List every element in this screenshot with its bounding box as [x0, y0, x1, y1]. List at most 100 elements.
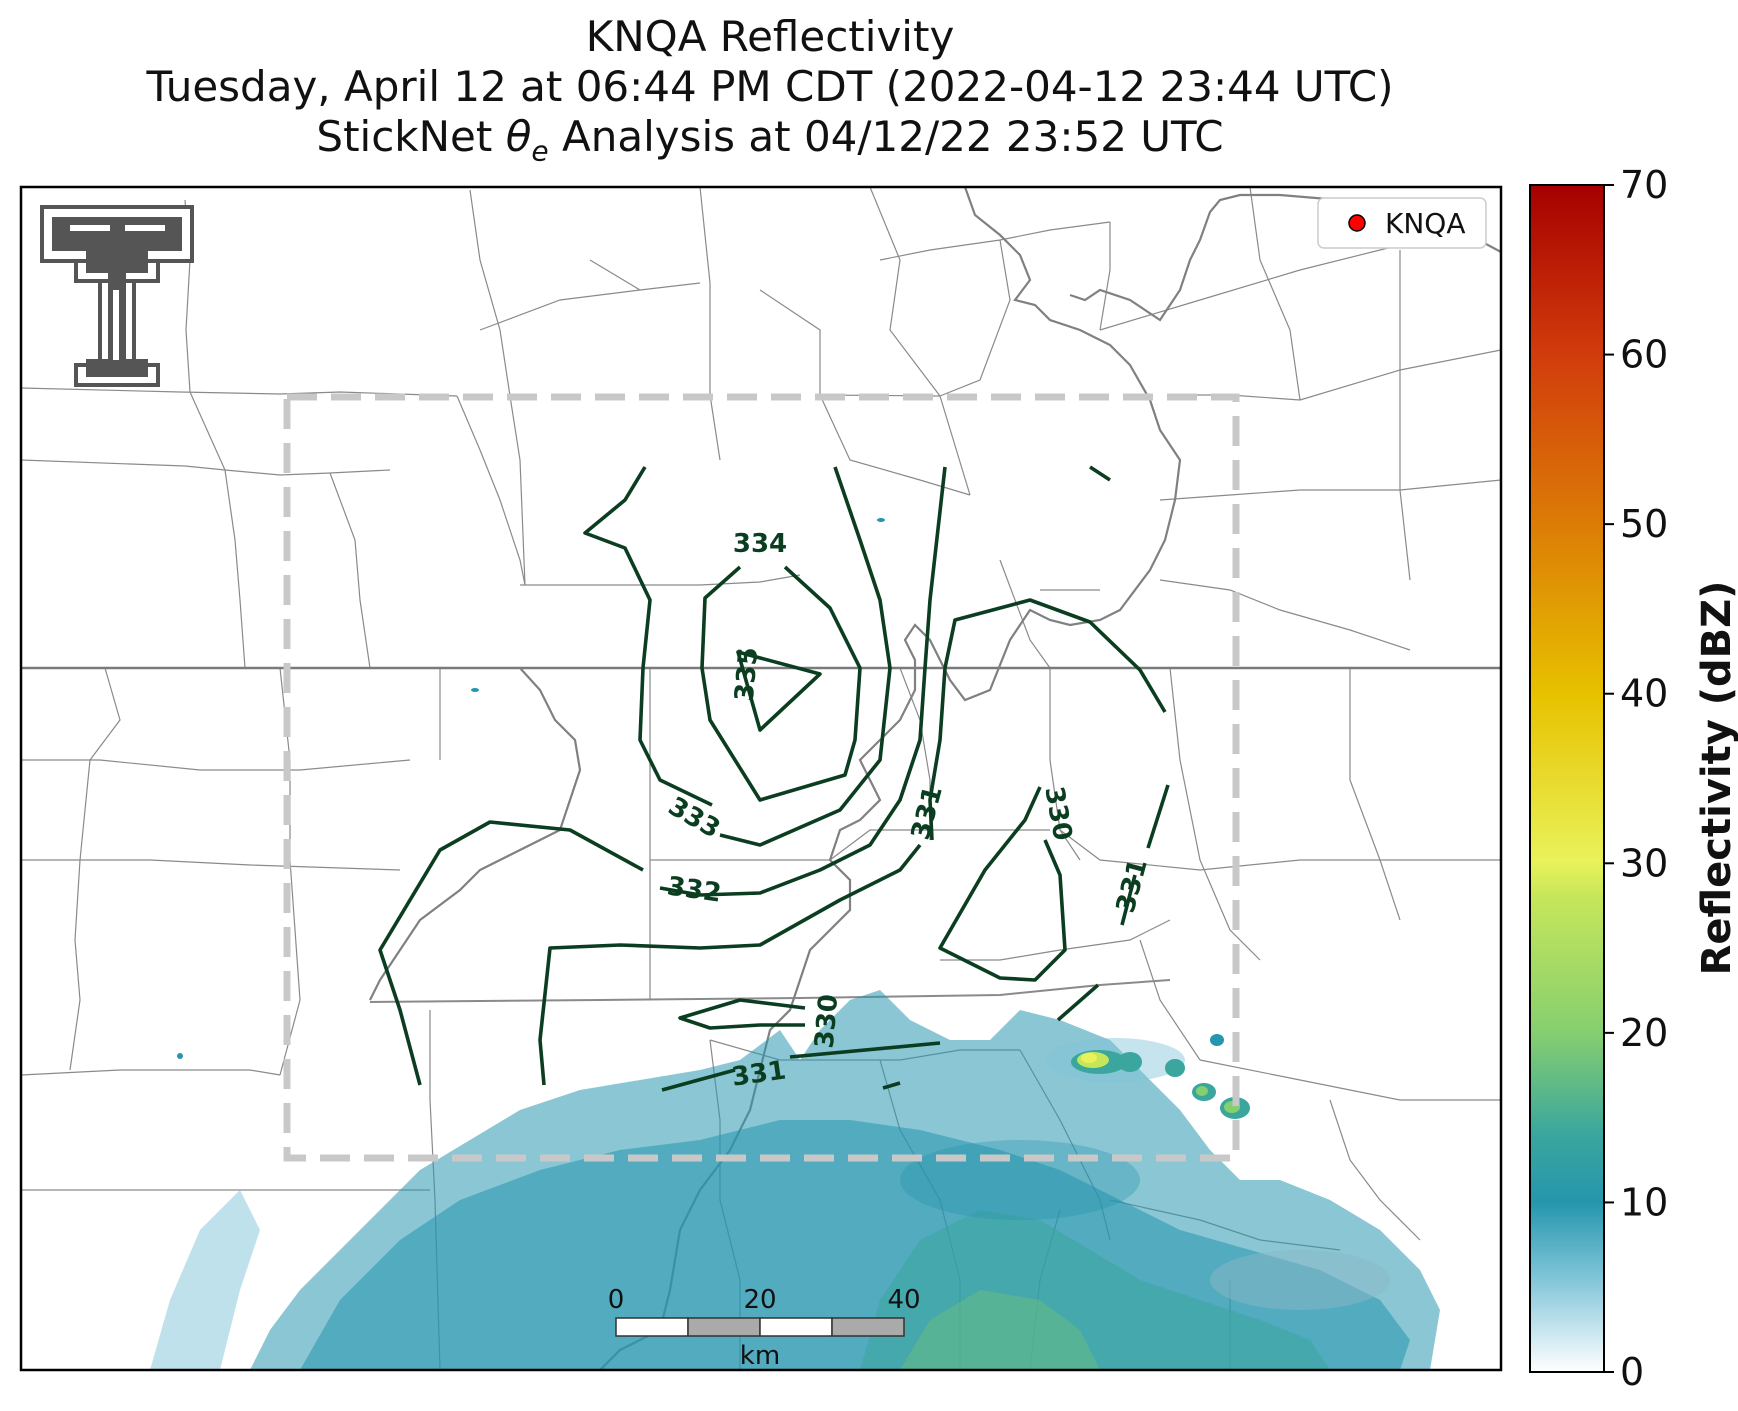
- county-line: [520, 574, 801, 586]
- echo-cell: [177, 1053, 183, 1059]
- colorbar-label: Reflectivity (dBZ): [1694, 581, 1738, 976]
- logo-highlight: [125, 225, 165, 231]
- county-line: [589, 259, 641, 291]
- logo-inner-step: [86, 251, 148, 273]
- county-line: [21, 1069, 281, 1076]
- county-line: [939, 395, 971, 496]
- contour-331-east-b: [1146, 784, 1170, 849]
- legend-box: [1317, 197, 1487, 249]
- title-line-3: StickNet θe Analysis at 04/12/22 23:52 U…: [0, 112, 1540, 176]
- county-line: [699, 187, 721, 461]
- county-line: [1099, 222, 1111, 331]
- contour-label: 334: [733, 529, 787, 559]
- contour-334-top: [700, 565, 862, 802]
- county-line: [940, 919, 1171, 961]
- state-border-south: [369, 979, 1171, 1003]
- colorbar-tick-label: 20: [1620, 1011, 1668, 1055]
- echo-cell: [900, 1140, 1140, 1220]
- county-line: [1249, 187, 1301, 401]
- echo-cell: [1118, 1052, 1142, 1072]
- scale-segment: [615, 1317, 689, 1337]
- contour-330-small: [678, 998, 806, 1030]
- contour-331-south-b: [789, 1041, 941, 1059]
- scale-segment: [831, 1317, 905, 1337]
- contour-330-loop: [938, 786, 1067, 982]
- scale-segment: [759, 1317, 833, 1337]
- county-line: [1349, 668, 1401, 921]
- contour-334-left: [583, 466, 713, 807]
- echo-cell: [1081, 1053, 1097, 1063]
- county-line: [1399, 250, 1411, 581]
- colorbar-tick-label: 40: [1620, 672, 1668, 716]
- contour-335: [736, 650, 822, 732]
- county-line: [1139, 939, 1201, 1061]
- logo-highlight: [70, 225, 110, 231]
- logo-inner-bar: [52, 217, 182, 251]
- map-frame: [19, 185, 1503, 1372]
- colorbar-tick-label: 30: [1620, 841, 1668, 885]
- echo-region: [900, 1290, 1100, 1370]
- county-line: [1159, 479, 1501, 501]
- colorbar-tick-label: 60: [1620, 333, 1668, 377]
- county-line: [1169, 667, 1261, 961]
- contour-label: 335: [730, 646, 765, 703]
- contour-label: 331: [730, 1055, 788, 1092]
- county-line: [999, 559, 1051, 669]
- map-area: 334 335 333 332 331 330 330 331 331 0 20…: [21, 187, 1501, 1371]
- logo-highlight: [113, 290, 119, 360]
- echo-cell: [1196, 1086, 1208, 1096]
- theta-e-contours: [378, 465, 1170, 1092]
- county-line: [1159, 579, 1411, 651]
- contour-331-east: [1120, 874, 1137, 926]
- colorbar-tick-label: 70: [1620, 163, 1668, 207]
- theta-subscript: e: [531, 134, 549, 168]
- county-line: [1199, 1059, 1501, 1101]
- colorbar-tick-label: 0: [1620, 1350, 1644, 1394]
- county-line: [1059, 829, 1501, 871]
- contour-small-frag: [882, 1081, 901, 1090]
- colorbar-tick-label: 10: [1620, 1180, 1668, 1224]
- contour-331-upper: [928, 598, 1167, 841]
- title-line-3-prefix: StickNet: [316, 112, 506, 161]
- scale-tick: 40: [887, 1285, 920, 1315]
- county-line: [759, 289, 971, 496]
- logo-inner-base: [86, 359, 148, 377]
- county-line: [939, 239, 1011, 397]
- contour-label: 330: [810, 993, 845, 1050]
- county-line: [1329, 1099, 1421, 1241]
- county-line: [89, 667, 121, 761]
- river: [369, 667, 582, 1001]
- scale-unit: km: [740, 1341, 780, 1371]
- contour-332: [659, 466, 947, 897]
- echo-cell: [1210, 1250, 1390, 1310]
- county-line: [21, 859, 401, 871]
- contour-331-lower: [538, 843, 922, 1086]
- title-line-2: Tuesday, April 12 at 06:44 PM CDT (2022-…: [146, 62, 1394, 111]
- echo-region: [860, 1210, 1330, 1370]
- scale-tick: 0: [608, 1285, 625, 1315]
- river: [599, 187, 1182, 1370]
- county-line: [479, 282, 701, 331]
- scale-tick: 20: [743, 1285, 776, 1315]
- legend: KNQA: [1317, 197, 1487, 249]
- county-line: [1049, 668, 1081, 861]
- county-line: [69, 759, 91, 1071]
- echo-region: [150, 1190, 260, 1370]
- contour-330-frag: [1056, 983, 1100, 1022]
- title-line-3-suffix: Analysis at 04/12/22 23:52 UTC: [548, 112, 1224, 161]
- colorbar-gradient: [1529, 184, 1605, 1373]
- contour-331-south: [661, 1068, 736, 1092]
- county-line: [21, 387, 458, 397]
- texas-tech-logo-icon: [40, 205, 194, 387]
- county-lines: [21, 187, 1501, 1370]
- scale-segment: [687, 1317, 761, 1337]
- radar-site-marker-icon: [1348, 214, 1366, 232]
- county-line: [329, 472, 371, 669]
- echo-cell: [471, 688, 479, 692]
- county-line: [184, 199, 246, 669]
- colorbar-ticks: 0 10 20 30 40 50 60 70: [1604, 163, 1668, 1394]
- colorbar: 0 10 20 30 40 50 60 70 Reflectivity (dBZ): [1529, 163, 1738, 1394]
- county-line: [21, 459, 391, 476]
- county-line: [869, 187, 941, 397]
